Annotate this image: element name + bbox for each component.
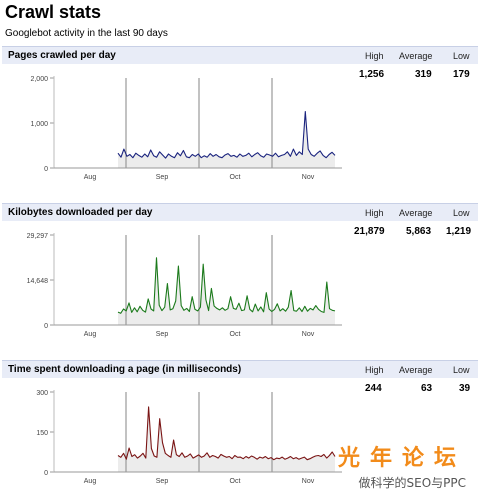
x-tick-label: Sep (156, 331, 169, 338)
page-title: Crawl stats (5, 2, 102, 22)
pages-crawled-panel: Pages crawled per day High Average Low 1… (2, 46, 478, 196)
panel-title: Kilobytes downloaded per day (8, 207, 153, 218)
high-value: 21,879 (354, 226, 385, 237)
y-tick-label: 29,297 (27, 233, 49, 240)
y-tick-label: 150 (36, 430, 48, 437)
low-header: Low (453, 365, 470, 375)
series-line (117, 110, 336, 159)
x-tick-label: Sep (156, 478, 169, 485)
watermark-logo-text: 光年论坛 (337, 446, 466, 471)
y-tick-label: 300 (36, 390, 48, 397)
panel-header: Pages crawled per day High Average Low (2, 46, 478, 64)
panel-title: Pages crawled per day (8, 50, 116, 61)
series-area (118, 257, 335, 325)
y-tick-label: 1,000 (30, 121, 48, 128)
series-area (118, 111, 335, 168)
watermark: 光年论坛 做科学的SEO与PPC (338, 440, 466, 491)
x-tick-label: Oct (230, 174, 241, 181)
high-value: 1,256 (359, 69, 385, 80)
y-tick-label: 14,648 (27, 278, 49, 285)
high-header: High (365, 365, 384, 375)
series-area (118, 406, 335, 472)
y-tick-label: 0 (44, 166, 48, 173)
x-tick-label: Aug (84, 478, 97, 485)
low-value: 39 (459, 383, 471, 394)
x-tick-label: Oct (230, 331, 241, 338)
average-header: Average (399, 365, 433, 375)
x-tick-label: Nov (302, 478, 315, 485)
panel-header: Time spent downloading a page (in millis… (2, 360, 478, 378)
x-tick-label: Aug (84, 331, 97, 338)
page-subtitle: Googlebot activity in the last 90 days (5, 28, 168, 39)
time-downloading-chart: 0 150 300 Aug Sep Oct Nov (36, 390, 342, 485)
average-value: 319 (415, 69, 432, 80)
average-header: Average (399, 51, 433, 61)
average-value: 63 (421, 383, 433, 394)
series-line (117, 406, 336, 461)
x-tick-label: Nov (302, 331, 315, 338)
low-header: Low (453, 208, 470, 218)
average-header: Average (399, 208, 433, 218)
high-value: 244 (365, 383, 382, 394)
watermark-caption: 做科学的SEO与PPC (358, 476, 467, 490)
x-tick-label: Oct (230, 478, 241, 485)
kilobytes-downloaded-chart: 0 14,648 29,297 Aug Sep Oct Nov (27, 233, 342, 338)
low-header: Low (453, 51, 470, 61)
panel-title: Time spent downloading a page (in millis… (8, 364, 242, 375)
x-tick-label: Aug (84, 174, 97, 181)
high-header: High (365, 51, 384, 61)
y-tick-label: 0 (44, 470, 48, 477)
high-header: High (365, 208, 384, 218)
low-value: 1,219 (446, 226, 472, 237)
kilobytes-downloaded-panel: Kilobytes downloaded per day High Averag… (2, 203, 478, 353)
low-value: 179 (453, 69, 470, 80)
x-tick-label: Sep (156, 174, 169, 181)
average-value: 5,863 (406, 226, 432, 237)
y-tick-label: 0 (44, 323, 48, 330)
pages-crawled-chart: 0 1,000 2,000 Aug Sep Oct Nov (30, 76, 342, 181)
time-downloading-panel: Time spent downloading a page (in millis… (2, 360, 478, 500)
x-tick-label: Nov (302, 174, 315, 181)
y-tick-label: 2,000 (30, 76, 48, 83)
series-line (117, 257, 336, 314)
panel-header: Kilobytes downloaded per day High Averag… (2, 203, 478, 221)
